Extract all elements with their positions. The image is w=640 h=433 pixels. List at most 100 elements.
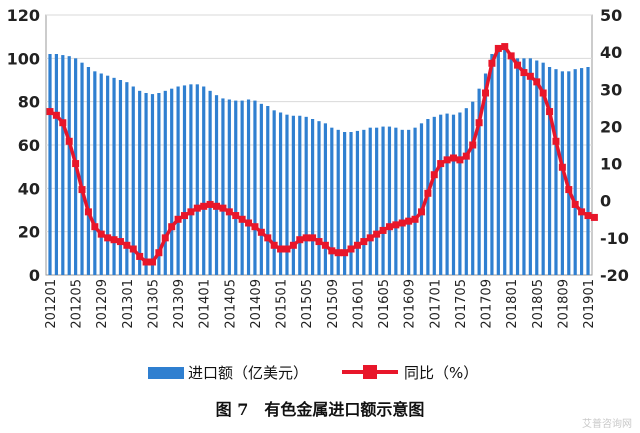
bar xyxy=(496,45,500,276)
yoy-marker xyxy=(405,217,413,225)
x-axis-tick-label: 201601 xyxy=(351,279,366,329)
bar xyxy=(246,99,251,275)
bar xyxy=(125,82,129,276)
bar xyxy=(432,116,436,275)
bar xyxy=(214,95,219,276)
bar xyxy=(170,88,174,276)
yoy-marker xyxy=(123,241,131,249)
bar xyxy=(240,100,244,275)
bar xyxy=(445,113,449,275)
yoy-marker xyxy=(488,59,496,67)
yoy-marker xyxy=(360,238,368,246)
x-axis-tick-label: 201501 xyxy=(275,279,290,329)
x-axis-tick-label: 201709 xyxy=(480,279,495,329)
x-axis-tick-label: 201805 xyxy=(531,279,546,329)
bar xyxy=(285,114,289,276)
bar xyxy=(208,90,212,275)
left-axis-tick-label: 100 xyxy=(7,49,40,68)
bar xyxy=(368,127,372,276)
bar xyxy=(221,98,225,276)
x-axis-tick-label: 201801 xyxy=(505,279,520,329)
left-axis-tick-label: 120 xyxy=(7,6,40,25)
right-axis-tick-label: -10 xyxy=(600,229,629,248)
bar xyxy=(144,93,148,275)
bar xyxy=(586,67,590,275)
yoy-marker xyxy=(347,245,355,253)
yoy-marker xyxy=(161,234,169,242)
bar xyxy=(451,114,456,276)
yoy-marker xyxy=(91,223,99,231)
bar xyxy=(253,100,257,275)
yoy-marker xyxy=(142,258,150,266)
bar xyxy=(458,112,462,275)
bar xyxy=(535,60,539,275)
bar xyxy=(464,108,468,276)
yoy-marker xyxy=(501,43,509,51)
bar xyxy=(195,84,199,275)
yoy-marker xyxy=(181,212,188,220)
legend: 进口额（亿美元） 同比（%） xyxy=(148,364,478,382)
bar xyxy=(355,130,360,275)
bar xyxy=(272,110,276,275)
bar xyxy=(579,68,584,275)
bar xyxy=(381,126,385,275)
yoy-marker xyxy=(373,230,381,238)
x-axis-tick-label: 201809 xyxy=(556,279,571,329)
yoy-marker xyxy=(494,44,502,52)
yoy-marker xyxy=(546,108,554,116)
yoy-marker xyxy=(411,215,419,223)
yoy-marker xyxy=(417,208,425,216)
bar xyxy=(503,47,507,275)
bar xyxy=(310,119,315,275)
yoy-marker xyxy=(213,202,221,210)
yoy-marker xyxy=(168,223,176,231)
yoy-marker xyxy=(514,61,522,69)
yoy-marker xyxy=(398,219,406,227)
yoy-marker xyxy=(206,200,214,208)
yoy-marker xyxy=(148,258,156,266)
bar xyxy=(362,129,366,275)
bar xyxy=(150,94,155,275)
yoy-marker xyxy=(264,234,272,242)
bar xyxy=(54,54,59,275)
yoy-marker xyxy=(366,234,374,242)
left-axis-tick-label: 80 xyxy=(18,93,40,112)
yoy-marker xyxy=(526,72,534,80)
yoy-marker xyxy=(110,236,118,244)
bar xyxy=(567,71,571,275)
yoy-marker xyxy=(437,160,445,168)
yoy-marker xyxy=(129,245,137,253)
yoy-marker xyxy=(238,215,246,223)
bar xyxy=(48,54,52,275)
bar xyxy=(163,90,167,275)
bar xyxy=(330,127,334,276)
bar xyxy=(515,58,520,276)
bar xyxy=(375,127,379,276)
yoy-marker xyxy=(78,186,86,194)
yoy-marker xyxy=(558,163,566,171)
yoy-marker xyxy=(97,230,105,238)
bar xyxy=(554,69,558,276)
yoy-marker xyxy=(450,154,457,162)
x-axis-tick-label: 201305 xyxy=(146,279,161,329)
yoy-marker xyxy=(443,156,451,164)
bar xyxy=(118,80,123,275)
bar xyxy=(99,73,103,275)
watermark-text: 艾普咨询网 xyxy=(582,419,632,430)
yoy-marker xyxy=(334,249,342,257)
yoy-marker xyxy=(315,238,323,246)
bar xyxy=(61,55,65,276)
yoy-marker xyxy=(590,213,598,221)
yoy-marker xyxy=(533,78,541,86)
bar xyxy=(176,86,180,275)
right-axis-tick-label: 30 xyxy=(600,80,622,99)
bar xyxy=(336,129,340,275)
left-axis-tick-label: 20 xyxy=(18,223,40,242)
bar xyxy=(490,54,494,275)
bar xyxy=(413,127,417,276)
yoy-marker xyxy=(379,226,387,234)
bar xyxy=(138,90,142,275)
bar xyxy=(323,123,328,275)
figure-caption: 图 7 有色金属进口额示意图 xyxy=(215,400,425,419)
bar xyxy=(317,121,321,276)
